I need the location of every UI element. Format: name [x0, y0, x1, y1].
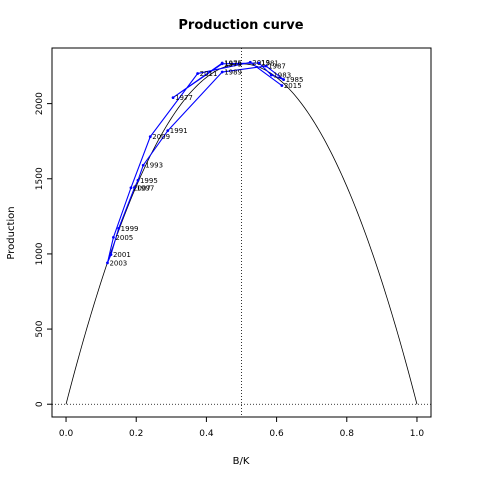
y-tick-label: 0 [35, 401, 45, 407]
data-point-label: 2007 [133, 184, 151, 192]
x-tick-label: 0.0 [59, 429, 74, 439]
data-point [269, 73, 273, 77]
data-point-label: 1991 [170, 127, 188, 135]
data-point [141, 163, 145, 167]
data-point-label: 2013 [252, 59, 270, 67]
x-axis-label: B/K [233, 456, 250, 467]
data-point-label: 1981 [261, 60, 279, 68]
data-point [280, 84, 284, 87]
data-point [106, 261, 109, 265]
y-axis-label: Production [6, 206, 17, 259]
x-tick-label: 0.4 [199, 429, 214, 439]
y-tick-label: 1500 [35, 167, 45, 190]
data-point [166, 129, 170, 133]
data-point-label: 1983 [273, 72, 291, 80]
data-point [264, 64, 268, 68]
data-point-label: 1985 [286, 76, 304, 84]
data-point-label: 2003 [109, 259, 127, 267]
chart-title: Production curve [178, 18, 303, 33]
data-point-label: 1997 [136, 184, 154, 192]
data-point-label: 1995 [140, 177, 158, 185]
data-point-label: 1975 [224, 60, 242, 68]
x-tick-label: 0.6 [269, 429, 284, 439]
data-point-label: 2015 [284, 82, 302, 90]
data-point-label: 1993 [145, 162, 163, 170]
data-point [248, 60, 252, 64]
x-tick-label: 0.2 [129, 429, 143, 439]
y-tick-label: 2000 [35, 92, 45, 115]
data-point-label: 2011 [200, 70, 218, 78]
data-point [136, 178, 140, 182]
y-tick-label: 500 [35, 320, 45, 337]
data-point [148, 135, 152, 139]
data-point [133, 186, 136, 190]
data-point-label: 2001 [113, 251, 131, 259]
data-point [257, 61, 261, 65]
data-point-label: 1999 [121, 225, 139, 233]
data-point [171, 96, 175, 100]
data-point [220, 62, 224, 66]
data-point-label: 1979 [224, 60, 242, 68]
data-point-label: 1987 [268, 63, 286, 71]
data-point [129, 186, 133, 190]
y-tick-label: 1000 [35, 242, 45, 265]
data-point [220, 70, 224, 74]
data-point [117, 226, 121, 230]
data-point [109, 253, 113, 257]
x-tick-label: 1.0 [410, 429, 425, 439]
data-point [196, 72, 200, 75]
data-point-label: 2009 [152, 133, 170, 141]
data-point [112, 235, 115, 239]
data-point [282, 78, 286, 81]
data-point-label: 1989 [224, 69, 242, 77]
x-tick-label: 0.8 [340, 429, 355, 439]
data-point-label: 1977 [175, 94, 193, 102]
plot-frame [51, 47, 432, 418]
data-point-label: 2005 [115, 234, 133, 242]
